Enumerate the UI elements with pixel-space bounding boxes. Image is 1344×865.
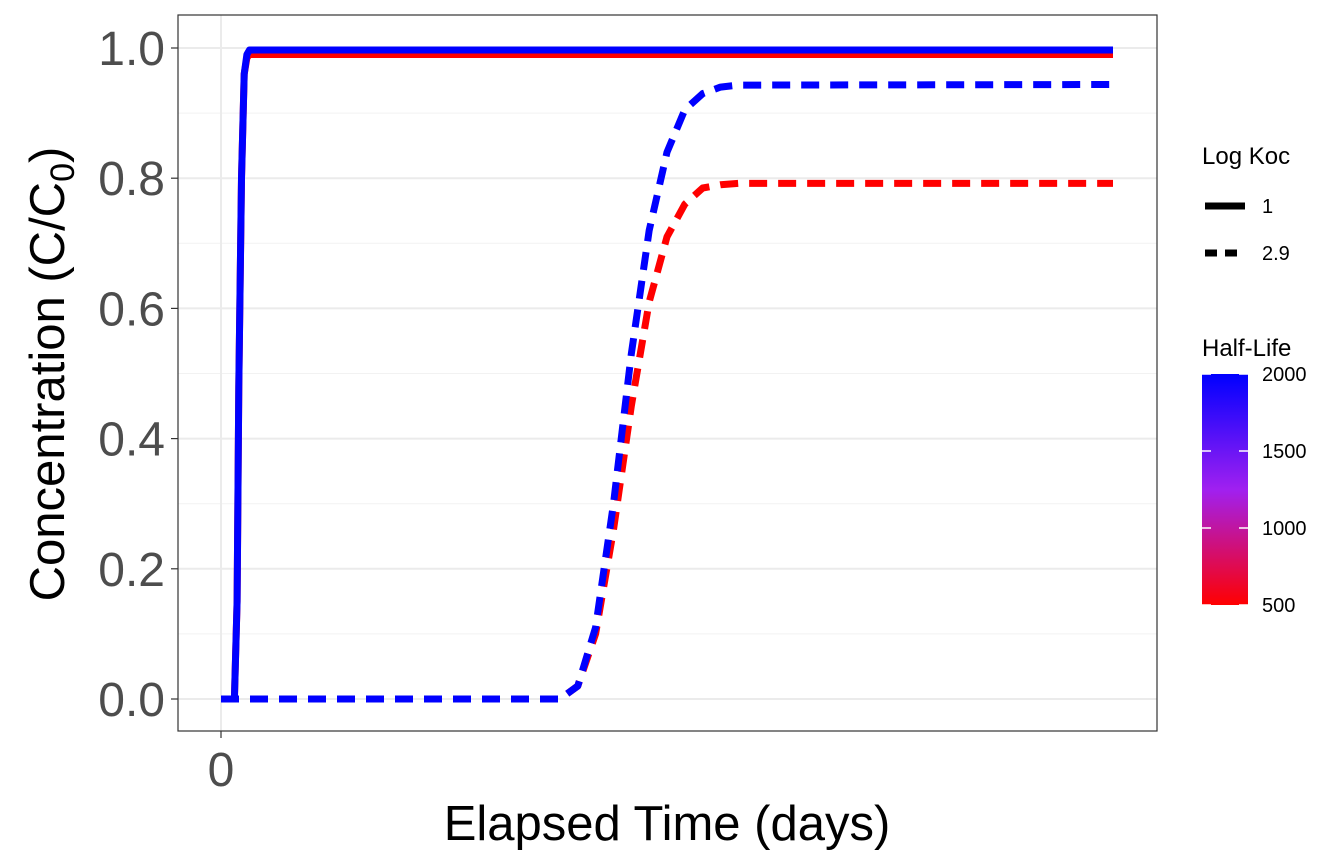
legend-logkoc-key-label: 2.9 (1262, 243, 1290, 265)
legend-halflife-tick-label: 2000 (1262, 364, 1307, 386)
series-line (221, 81, 1114, 703)
series-layer (221, 46, 1114, 703)
plot-border (177, 14, 1158, 732)
legend-halflife-ticks: 500 1000 1500 2000 (1202, 364, 1307, 617)
y-axis-title: Concentration (C/C0) (21, 147, 82, 602)
y-tick-label: 0.2 (98, 544, 165, 597)
y-axis-title-main: Concentration (C/C (21, 182, 75, 601)
y-tick-label: 0.8 (98, 153, 165, 206)
legend-logkoc-keys: 12.9 (1205, 196, 1290, 265)
legend-halflife-tick-label: 1000 (1262, 518, 1307, 540)
y-axis: 0.0 0.2 0.4 0.6 0.8 1.0 (98, 23, 178, 727)
legend-halflife-tick-label: 1500 (1262, 441, 1307, 463)
x-axis: 0 (208, 731, 235, 797)
x-axis-title: Elapsed Time (days) (444, 797, 891, 851)
legend-logkoc-title: Log Koc (1202, 143, 1290, 170)
legend-halflife-title: Half-Life (1202, 335, 1291, 362)
y-tick-label: 0.4 (98, 414, 165, 467)
series-line (221, 46, 1113, 703)
legend-halflife-colorbar (1202, 374, 1248, 605)
legend-halflife-tick-label: 500 (1262, 595, 1295, 617)
legend-logkoc-key-label: 1 (1262, 196, 1273, 218)
x-tick-label: 0 (208, 744, 235, 797)
y-axis-title-close: ) (21, 147, 75, 163)
legend-halflife: Half-Life 500 1000 1500 2000 (1202, 335, 1307, 617)
y-tick-label: 0.0 (98, 674, 165, 727)
y-tick-label: 1.0 (98, 23, 165, 76)
legend-logkoc: Log Koc 12.9 (1202, 143, 1290, 265)
y-axis-title-subscript: 0 (44, 163, 82, 182)
y-tick-label: 0.6 (98, 283, 165, 336)
